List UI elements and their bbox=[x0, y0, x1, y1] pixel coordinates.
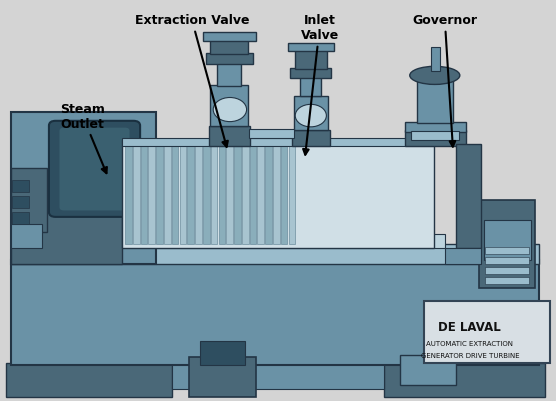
Bar bbox=[281, 144, 287, 245]
Polygon shape bbox=[11, 192, 122, 265]
Bar bbox=[217, 63, 241, 87]
Bar bbox=[208, 126, 250, 146]
Text: Extraction Valve: Extraction Valve bbox=[135, 14, 249, 148]
Bar bbox=[6, 363, 172, 397]
Bar bbox=[417, 75, 453, 124]
Bar bbox=[288, 44, 334, 52]
Bar bbox=[210, 39, 248, 55]
Bar bbox=[11, 225, 42, 249]
Bar bbox=[122, 139, 434, 146]
Bar bbox=[290, 69, 331, 79]
Bar bbox=[195, 144, 202, 245]
Bar bbox=[445, 249, 481, 265]
Bar bbox=[300, 77, 321, 97]
Bar bbox=[12, 213, 29, 225]
Text: GENERATOR DRIVE TURBINE: GENERATOR DRIVE TURBINE bbox=[420, 352, 519, 358]
Bar bbox=[206, 54, 253, 65]
Bar bbox=[122, 140, 434, 249]
Bar bbox=[234, 144, 241, 245]
Text: DE LAVAL: DE LAVAL bbox=[439, 320, 501, 333]
Bar bbox=[250, 144, 256, 245]
Bar bbox=[242, 144, 249, 245]
Bar bbox=[292, 130, 330, 146]
Bar bbox=[210, 86, 248, 126]
Bar bbox=[485, 277, 529, 285]
Text: Governor: Governor bbox=[413, 14, 477, 147]
Bar bbox=[405, 122, 466, 132]
Bar bbox=[249, 130, 294, 138]
Bar bbox=[11, 235, 445, 249]
Circle shape bbox=[213, 98, 247, 122]
Bar bbox=[164, 144, 171, 245]
Bar bbox=[11, 168, 47, 233]
Bar bbox=[189, 357, 256, 397]
Bar bbox=[431, 48, 440, 72]
Bar bbox=[148, 144, 155, 245]
Bar bbox=[400, 355, 456, 385]
Bar bbox=[485, 247, 529, 255]
Bar bbox=[289, 144, 295, 245]
Bar bbox=[219, 144, 225, 245]
Bar bbox=[200, 341, 245, 365]
Bar bbox=[456, 144, 481, 249]
Bar bbox=[211, 144, 217, 245]
FancyBboxPatch shape bbox=[59, 128, 130, 211]
Bar bbox=[485, 257, 529, 265]
Bar bbox=[187, 144, 194, 245]
Bar bbox=[265, 144, 272, 245]
Bar bbox=[257, 144, 264, 245]
Text: Steam
Outlet: Steam Outlet bbox=[60, 102, 107, 174]
Bar bbox=[405, 131, 466, 146]
Bar bbox=[12, 196, 29, 209]
Bar bbox=[384, 363, 545, 397]
Bar bbox=[172, 363, 384, 389]
Text: Inlet
Valve: Inlet Valve bbox=[301, 14, 339, 155]
Bar bbox=[203, 33, 256, 42]
Bar bbox=[180, 144, 186, 245]
Bar bbox=[411, 132, 459, 140]
Bar bbox=[125, 144, 132, 245]
Ellipse shape bbox=[410, 67, 460, 85]
FancyBboxPatch shape bbox=[49, 122, 140, 217]
Bar bbox=[424, 301, 550, 363]
Bar bbox=[141, 144, 147, 245]
Bar bbox=[11, 261, 539, 365]
Bar bbox=[172, 144, 178, 245]
Bar bbox=[226, 144, 233, 245]
Bar bbox=[133, 144, 140, 245]
Bar bbox=[12, 180, 29, 192]
Circle shape bbox=[295, 105, 326, 128]
Bar bbox=[485, 267, 529, 275]
Bar bbox=[294, 97, 328, 131]
Bar bbox=[479, 200, 535, 289]
Polygon shape bbox=[11, 112, 156, 265]
Bar bbox=[484, 221, 531, 261]
Bar bbox=[11, 245, 539, 265]
Bar bbox=[203, 144, 210, 245]
Bar bbox=[273, 144, 280, 245]
Bar bbox=[156, 144, 163, 245]
Text: AUTOMATIC EXTRACTION: AUTOMATIC EXTRACTION bbox=[426, 340, 513, 346]
Bar bbox=[295, 50, 327, 70]
